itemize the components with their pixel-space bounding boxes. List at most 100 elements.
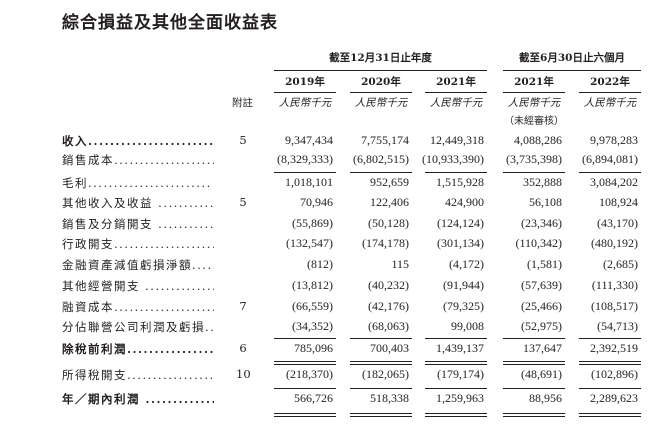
row-note: 10 (236, 367, 251, 381)
row-label: 毛利........................ (62, 176, 212, 190)
row-value: (110,342) (515, 236, 562, 250)
row-value: (48,691) (521, 367, 562, 381)
row-value: 2,392,519 (590, 341, 638, 355)
total-rule (503, 413, 565, 417)
row-value: (34,352) (292, 319, 333, 333)
table-row: 除稅前利潤........................ 6 785,096 70… (0, 341, 662, 361)
row-value: 566,726 (294, 391, 333, 405)
row-label: 分佔聯營公司利潤及虧損........................ (62, 320, 214, 334)
table-row: 年／期內利潤 ........................ 566,726 5… (0, 391, 662, 411)
total-rule (425, 388, 487, 389)
total-rule (274, 172, 336, 173)
row-value: (132,547) (286, 236, 333, 250)
row-value: 88,956 (529, 391, 562, 405)
row-value: 3,084,202 (590, 175, 638, 189)
row-value: 56,108 (529, 195, 562, 209)
row-value: (43,170) (597, 216, 638, 230)
row-value: (6,802,515) (353, 152, 409, 166)
year-header: 2019年 (274, 74, 336, 93)
row-value: 1,439,137 (436, 341, 484, 355)
row-note: 6 (239, 341, 247, 355)
page-title: 綜合損益及其他全面收益表 (62, 13, 278, 33)
table-row: 所得稅開支........................ 10 (218,370… (0, 367, 662, 387)
row-value: 1,259,963 (436, 391, 484, 405)
row-value: (23,346) (521, 216, 562, 230)
row-value: (52,975) (521, 319, 562, 333)
row-note: 5 (239, 195, 247, 209)
row-value: (174,178) (362, 236, 409, 250)
row-label: 收入........................ (62, 134, 214, 148)
table-row: 金融資產減值虧損淨額........................ (812)… (0, 257, 662, 277)
total-rule (579, 361, 641, 365)
row-value: (40,232) (368, 278, 409, 292)
total-rule (350, 413, 412, 417)
total-rule (579, 413, 641, 417)
row-value: 1,018,101 (285, 175, 333, 189)
unit-header: 人民幣千元 (429, 97, 483, 109)
row-label: 其他經營開支 ........................ (62, 279, 214, 293)
year-header: 2020年 (350, 74, 412, 93)
row-value: 352,888 (523, 175, 562, 189)
total-rule (274, 413, 336, 417)
row-value: 4,088,286 (514, 133, 562, 147)
row-label: 銷售成本........................ (62, 153, 214, 167)
row-value: (91,944) (443, 278, 484, 292)
unaudited-note: （未經審核） (504, 116, 564, 127)
row-value: (66,559) (292, 299, 333, 313)
row-value: 1,515,928 (436, 175, 484, 189)
row-value: (3,735,398) (506, 152, 562, 166)
total-rule (350, 388, 412, 389)
row-label: 年／期內利潤 ........................ (62, 392, 214, 406)
row-value: (25,466) (521, 299, 562, 313)
total-rule (503, 388, 565, 389)
row-value: (13,812) (292, 278, 333, 292)
total-rule (579, 388, 641, 389)
total-rule (425, 361, 487, 365)
row-value: (79,325) (443, 299, 484, 313)
total-rule (579, 338, 641, 339)
row-value: (4,172) (449, 257, 484, 271)
group-header-interim: 截至6月30日止六個月 (503, 50, 641, 71)
row-value: 12,449,318 (430, 133, 484, 147)
row-value: (6,894,081) (582, 152, 638, 166)
row-value: 99,008 (451, 319, 484, 333)
row-note: 7 (239, 299, 247, 313)
note-column-header: 附註 (232, 97, 253, 109)
row-value: (102,896) (591, 367, 638, 381)
row-value: (301,134) (437, 236, 484, 250)
row-value: 108,924 (599, 195, 638, 209)
row-value: (480,192) (591, 236, 638, 250)
total-rule (274, 361, 336, 365)
row-value: 137,647 (523, 341, 562, 355)
row-value: 424,900 (445, 195, 484, 209)
row-value: 518,338 (370, 391, 409, 405)
row-value: 9,347,434 (285, 133, 333, 147)
unit-header: 人民幣千元 (278, 97, 332, 109)
row-label: 融資成本........................ (62, 300, 214, 314)
row-value: 122,406 (370, 195, 409, 209)
row-value: (179,174) (437, 367, 484, 381)
total-rule (503, 172, 565, 173)
row-value: 700,403 (370, 341, 409, 355)
row-value: 952,659 (370, 175, 409, 189)
unit-header: 人民幣千元 (354, 97, 408, 109)
total-rule (425, 413, 487, 417)
row-value: (124,124) (437, 216, 484, 230)
row-label: 除稅前利潤........................ (62, 342, 214, 356)
table-row: 銷售及分銷開支 ........................ (55,869… (0, 216, 662, 236)
total-rule (425, 172, 487, 173)
row-value: (218,370) (286, 367, 333, 381)
year-header: 2022年 (579, 74, 641, 93)
row-value: (54,713) (597, 319, 638, 333)
total-rule (503, 361, 565, 365)
row-label: 行政開支........................ (62, 237, 214, 251)
group-header-annual: 截至12月31日止年度 (274, 50, 487, 71)
unit-header: 人民幣千元 (507, 97, 561, 109)
row-value: (50,128) (368, 216, 409, 230)
total-rule (274, 338, 336, 339)
row-label: 其他收入及收益 ........................ (62, 196, 214, 210)
table-row: 毛利........................ 1,018,101 952,… (0, 175, 662, 195)
row-note: 5 (239, 133, 247, 147)
row-value: (42,176) (368, 299, 409, 313)
